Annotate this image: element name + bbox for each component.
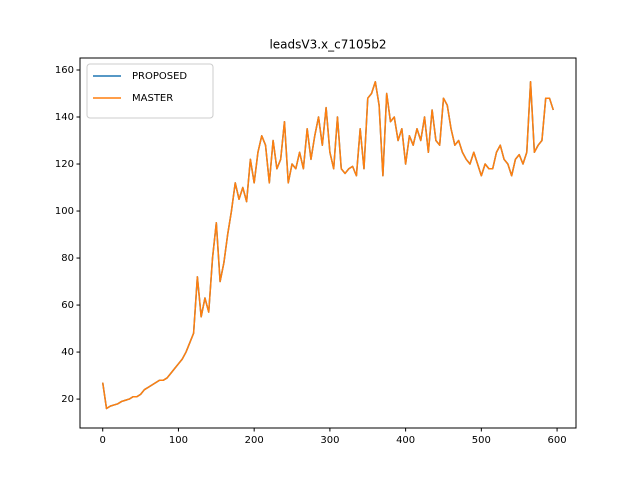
legend-box — [86, 63, 214, 119]
y-tick-label: 100 — [55, 206, 74, 217]
y-tick-label: 60 — [61, 300, 74, 311]
x-tick-label: 600 — [548, 435, 567, 446]
y-tick-label: 160 — [55, 65, 74, 76]
y-tick-label: 20 — [61, 394, 74, 405]
legend-label: MASTER — [132, 93, 173, 104]
y-tick-label: 140 — [55, 112, 74, 123]
x-tick-label: 500 — [472, 435, 491, 446]
x-tick-label: 0 — [100, 435, 106, 446]
y-tick-label: 40 — [61, 347, 74, 358]
x-tick-label: 100 — [169, 435, 188, 446]
x-tick-label: 400 — [396, 435, 415, 446]
y-tick-label: 80 — [61, 253, 74, 264]
line-series — [101, 80, 554, 410]
plot-frame — [79, 57, 577, 429]
y-tick-label: 120 — [55, 159, 74, 170]
chart-title: leadsV3.x_c7105b2 — [269, 38, 386, 52]
x-tick-label: 300 — [320, 435, 339, 446]
legend-label: PROPOSED — [132, 71, 187, 82]
x-tick-label: 200 — [245, 435, 264, 446]
